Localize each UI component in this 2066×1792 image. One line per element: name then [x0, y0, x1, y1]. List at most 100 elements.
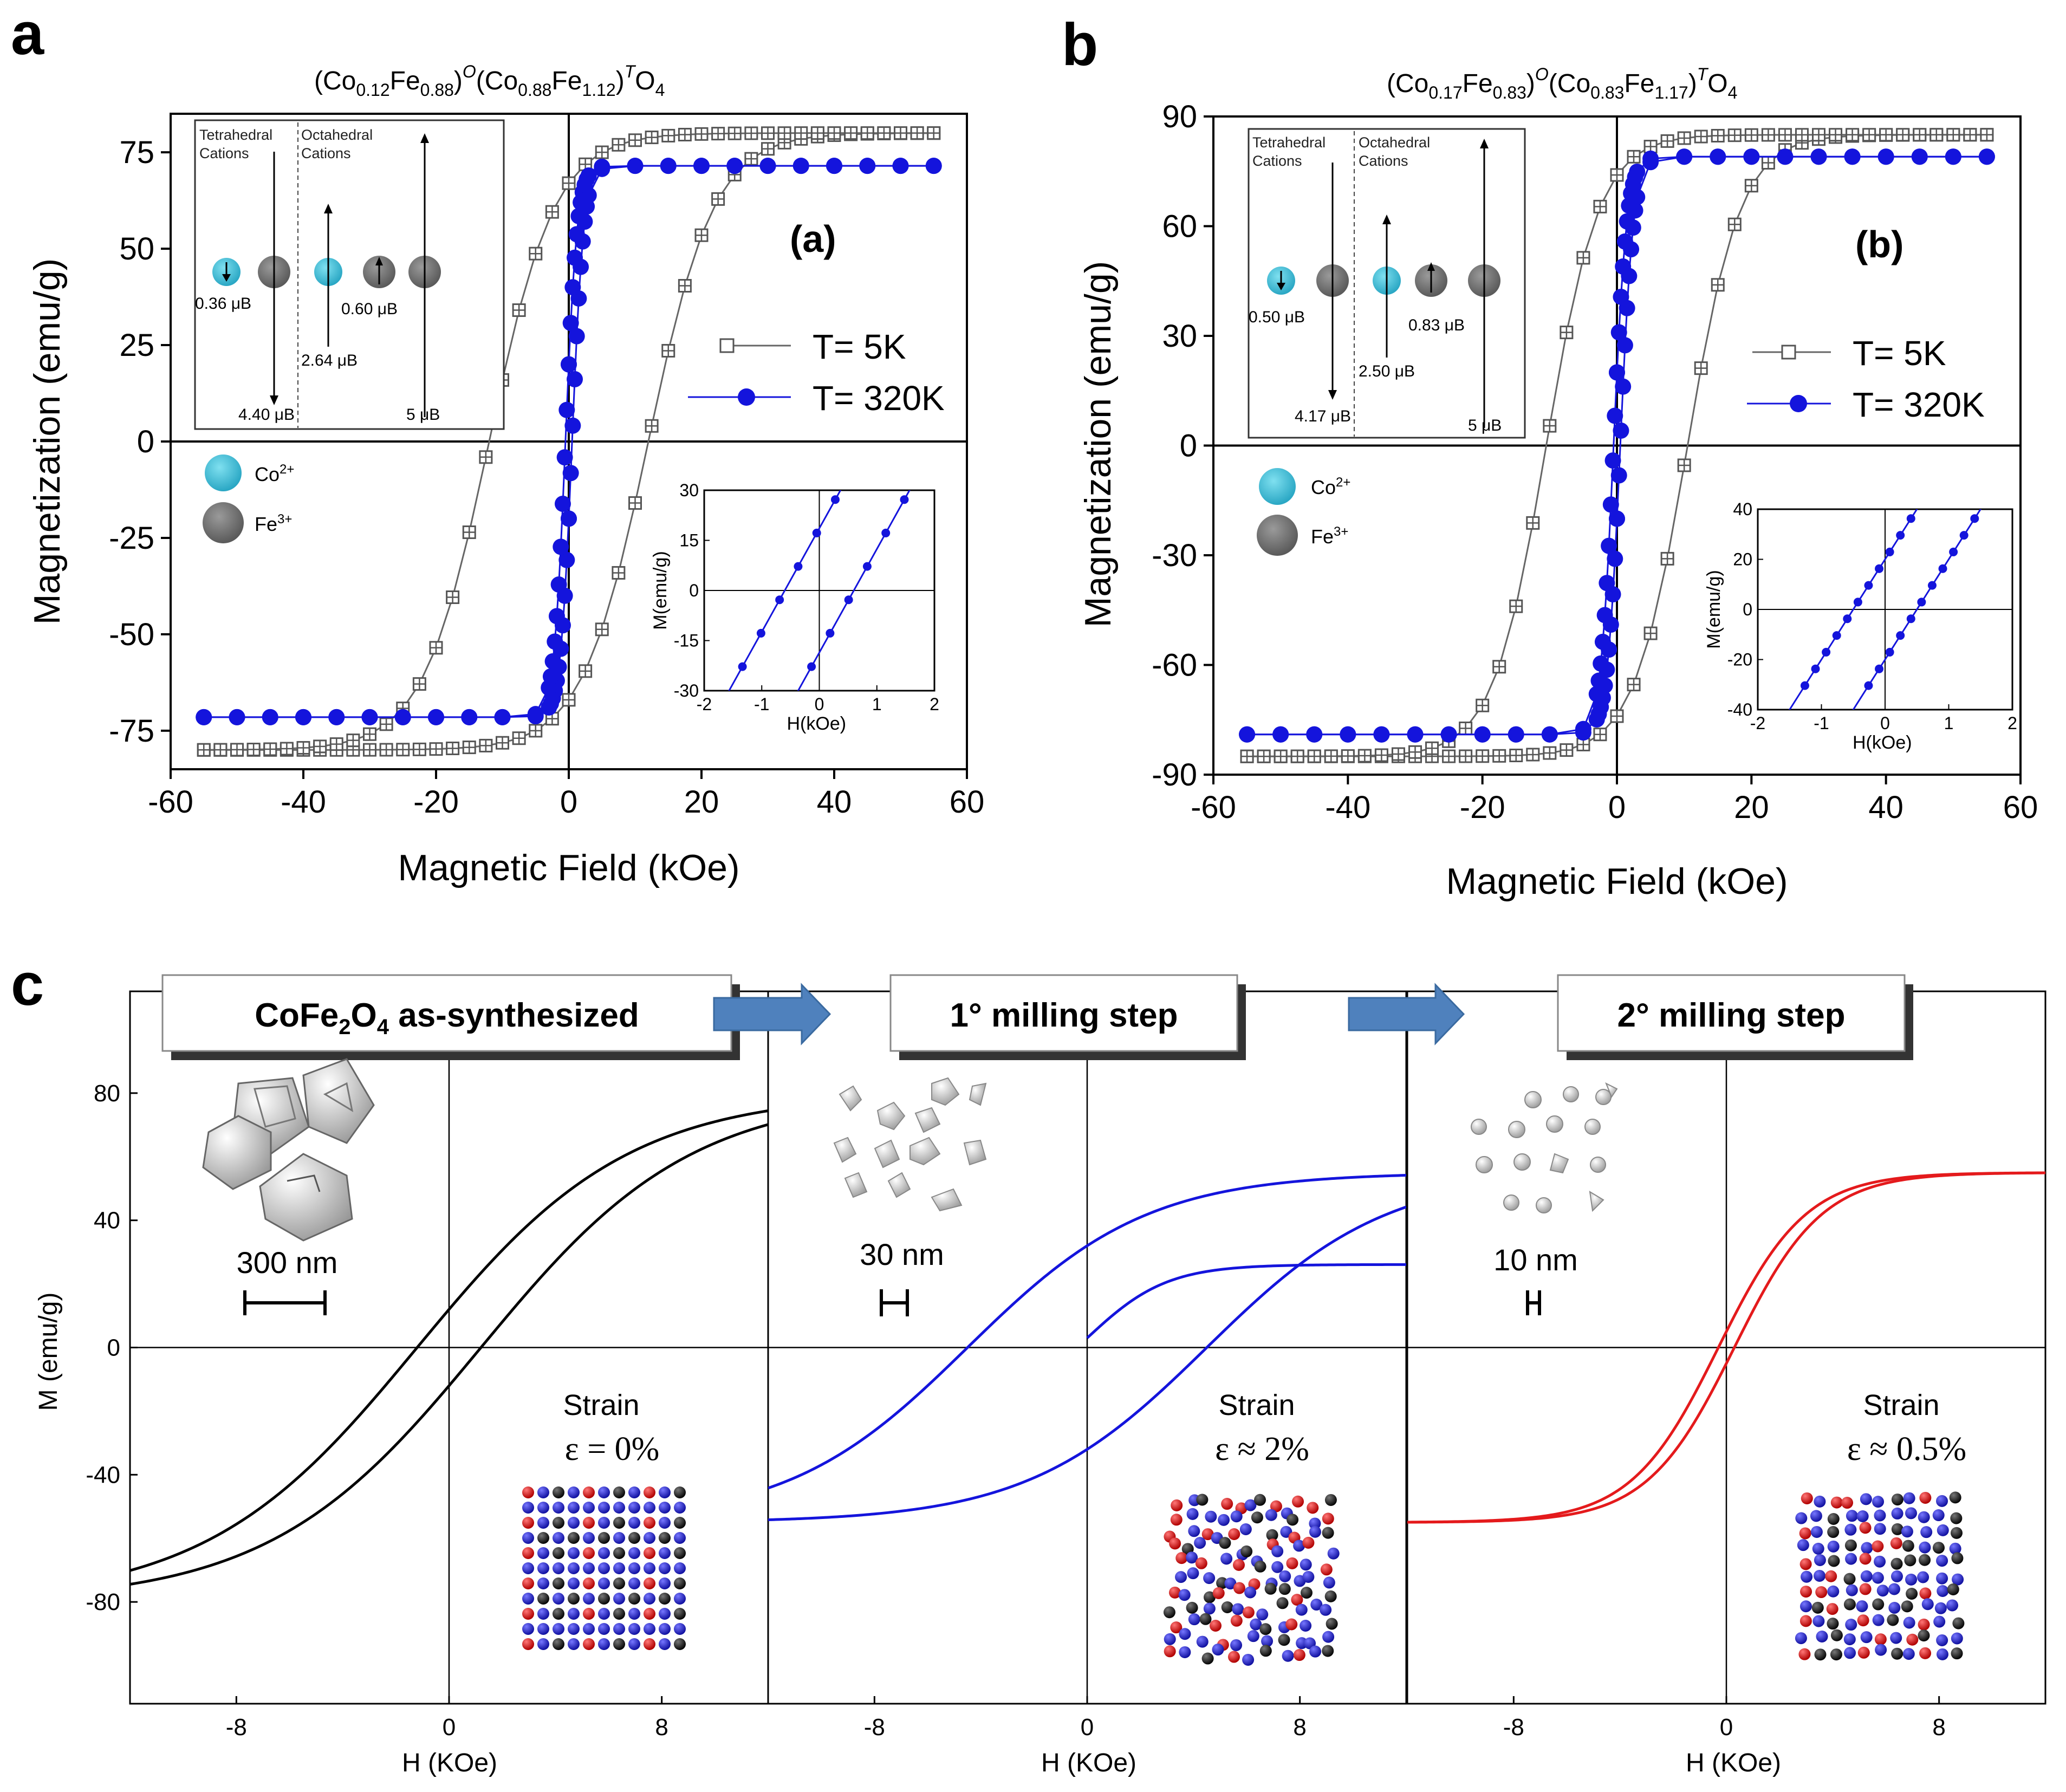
- lattice-atom: [537, 1517, 549, 1529]
- lattice-atom: [1891, 1507, 1903, 1520]
- y-tick-label: 60: [1162, 209, 1197, 244]
- x-tick-label: 60: [2003, 790, 2038, 825]
- x-tick-label: -40: [281, 784, 326, 820]
- lattice-atom: [537, 1547, 549, 1559]
- inset-point: [826, 628, 835, 638]
- lattice-atom: [1228, 1528, 1240, 1540]
- point-5k-cross: [1325, 750, 1337, 762]
- point-5k-cross: [1543, 420, 1556, 432]
- lattice-atom: [1934, 1602, 1947, 1614]
- point-5k-cross: [479, 451, 492, 463]
- inset-point: [881, 528, 891, 537]
- inset-point: [1864, 581, 1873, 590]
- lattice-atom: [568, 1502, 580, 1514]
- inset-point: [738, 662, 747, 671]
- lattice-atom: [1932, 1509, 1945, 1522]
- point-320k: [1594, 633, 1611, 650]
- lattice-atom: [1874, 1509, 1886, 1522]
- panel-a-tag: (a): [790, 218, 836, 260]
- lattice-atom: [1950, 1512, 1963, 1524]
- inset-point: [1843, 614, 1852, 624]
- lattice-atom: [537, 1486, 549, 1498]
- lattice-atom: [1937, 1524, 1949, 1536]
- inset-point: [1875, 664, 1884, 673]
- lattice-atom: [1287, 1514, 1299, 1526]
- lattice-atom: [1952, 1617, 1965, 1629]
- strain-value-3: ε ≈ 0.5%: [1847, 1431, 1966, 1468]
- point-320k: [826, 158, 842, 174]
- point-5k-cross: [363, 728, 376, 741]
- lattice-atom: [1828, 1555, 1840, 1567]
- point-5k-cross: [1476, 699, 1489, 712]
- lattice-atom: [1242, 1653, 1255, 1666]
- lattice-atom: [1874, 1523, 1886, 1535]
- lattice-atom: [628, 1577, 640, 1589]
- lattice-atom: [1846, 1584, 1858, 1596]
- point-5k-cross: [679, 128, 691, 141]
- moment-b-4: 5 μB: [1468, 417, 1502, 434]
- lattice-atom: [568, 1577, 580, 1589]
- point-5k-cross: [662, 129, 674, 142]
- point-5k-cross: [1779, 128, 1791, 141]
- lattice-atom: [1843, 1633, 1856, 1646]
- lattice-atom: [1844, 1647, 1856, 1659]
- ion-legend-a: Co2+ Fe3+: [203, 455, 294, 543]
- inset-x-tick-label: 2: [930, 694, 939, 714]
- point-320k: [1615, 258, 1632, 275]
- point-5k-cross: [1493, 750, 1505, 762]
- point-320k: [542, 668, 559, 685]
- lattice-atom: [1919, 1491, 1932, 1504]
- lattice-atom: [598, 1532, 610, 1544]
- lattice-atom: [1906, 1587, 1918, 1600]
- point-5k-cross: [712, 193, 724, 205]
- lattice-atom: [1186, 1508, 1199, 1520]
- point-5k-cross: [1846, 128, 1859, 141]
- point-5k-cross: [1443, 750, 1455, 763]
- lattice-atom: [1826, 1603, 1838, 1615]
- x-tick-label: -40: [1325, 790, 1370, 825]
- moment-a-4: 5 μB: [406, 406, 440, 424]
- lattice-atom: [628, 1502, 640, 1514]
- point-5k-cross: [529, 248, 542, 260]
- lattice-atom: [1302, 1536, 1315, 1549]
- lattice-atom: [1221, 1601, 1233, 1613]
- x-tick-label: 40: [1868, 790, 1903, 825]
- lattice-atom: [1857, 1646, 1870, 1659]
- lattice-atom: [613, 1532, 625, 1544]
- lattice-atom: [1254, 1560, 1266, 1573]
- point-5k-cross: [646, 420, 658, 432]
- lattice-atom: [598, 1608, 610, 1620]
- point-5k-cross: [696, 229, 707, 242]
- point-320k: [1613, 288, 1629, 305]
- inset-point: [1885, 547, 1894, 556]
- inset-point: [1938, 564, 1947, 573]
- lattice-atom: [1259, 1645, 1272, 1657]
- point-5k-cross: [596, 623, 608, 635]
- lattice-atom: [644, 1593, 655, 1605]
- lattice-atom: [674, 1577, 686, 1589]
- inset-point: [756, 628, 765, 638]
- lattice-atom: [568, 1517, 580, 1529]
- lattice-atom: [1179, 1628, 1191, 1640]
- legend-b: T= 5K T= 320K: [1747, 334, 1985, 424]
- panel-b: b (Co0.17Fe0.83)O(Co0.83Fe1.17)TO4 -60 -4…: [1062, 11, 2038, 902]
- lattice-atom: [1845, 1553, 1857, 1565]
- point-320k: [567, 249, 583, 266]
- point-5k-cross: [1661, 553, 1674, 565]
- lattice-atom: [628, 1562, 640, 1574]
- point-320k: [1599, 575, 1615, 592]
- point-5k-cross: [828, 127, 840, 139]
- point-320k: [1609, 364, 1625, 381]
- lattice-atom: [1309, 1525, 1321, 1538]
- lattice-atom: [553, 1502, 564, 1514]
- inset-point: [1959, 531, 1968, 540]
- lattice-atom: [1320, 1563, 1333, 1576]
- lattice-atom: [1300, 1587, 1313, 1599]
- lattice-atom: [1271, 1561, 1284, 1573]
- point-5k-cross: [1628, 151, 1640, 163]
- lattice-atom: [1841, 1497, 1854, 1509]
- lattice-atom: [1812, 1542, 1824, 1555]
- inset-y-tick-label: 0: [1743, 600, 1752, 619]
- point-5k-cross: [446, 742, 459, 755]
